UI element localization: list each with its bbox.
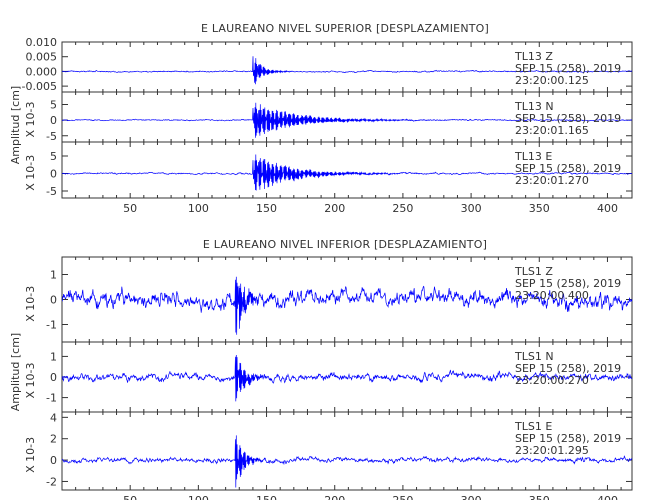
y-tick-label: -2: [46, 475, 57, 488]
y-tick-label: -1: [46, 319, 57, 332]
y-tick-label: -0.005: [22, 80, 57, 93]
station-component-label: TL13 E: [514, 150, 552, 163]
lower-chart: E LAUREANO NIVEL INFERIOR [DESPLAZAMIENT…: [9, 238, 633, 500]
station-component-label: TLS1 E: [514, 420, 552, 433]
chart-title: E LAUREANO NIVEL SUPERIOR [DESPLAZAMIENT…: [201, 22, 489, 35]
x-tick-label: 300: [461, 202, 482, 215]
record-date: SEP 15 (258), 2019: [515, 62, 621, 75]
x-tick-label: 400: [597, 494, 618, 500]
panel-frame: [61, 141, 633, 199]
y-scale-label: X 10-3: [24, 437, 37, 473]
record-date: SEP 15 (258), 2019: [515, 432, 621, 445]
record-date: SEP 15 (258), 2019: [515, 277, 621, 290]
x-tick-label: 250: [392, 202, 413, 215]
station-component-label: TL13 Z: [514, 50, 553, 63]
y-tick-label: 0.000: [26, 65, 58, 78]
y-tick-label: 5: [50, 99, 57, 112]
record-time: 23:20:00.270: [515, 374, 589, 387]
y-axis-label: Amplitud [cm]: [9, 333, 22, 411]
record-time: 23:20:01.270: [515, 174, 589, 187]
y-scale-label: X 10-3: [24, 363, 37, 399]
y-tick-label: -5: [46, 185, 57, 198]
upper-chart: E LAUREANO NIVEL SUPERIOR [DESPLAZAMIENT…: [9, 22, 633, 215]
x-tick-label: 50: [123, 202, 137, 215]
record-time: 23:20:01.295: [515, 444, 589, 457]
y-scale-label: X 10-3: [24, 155, 37, 191]
y-tick-label: 0: [50, 371, 57, 384]
record-date: SEP 15 (258), 2019: [515, 162, 621, 175]
y-tick-label: 1: [50, 350, 57, 363]
x-tick-label: 350: [529, 202, 550, 215]
x-tick-label: 50: [123, 494, 137, 500]
y-scale-label: X 10-3: [24, 102, 37, 138]
record-date: SEP 15 (258), 2019: [515, 112, 621, 125]
y-tick-label: 2: [50, 433, 57, 446]
x-tick-label: 100: [188, 494, 209, 500]
waveform-trace: [61, 154, 632, 191]
y-tick-label: 0: [50, 168, 57, 181]
x-tick-label: 100: [188, 202, 209, 215]
y-tick-label: -5: [46, 130, 57, 143]
waveform-trace: [62, 276, 633, 335]
y-tick-label: 5: [50, 150, 57, 163]
y-tick-label: 0: [50, 114, 57, 127]
x-tick-label: 150: [256, 202, 277, 215]
y-scale-label: X 10-3: [24, 286, 37, 322]
y-tick-label: 0: [50, 454, 57, 467]
y-tick-label: 1: [50, 269, 57, 282]
y-tick-label: 0.010: [26, 36, 58, 49]
x-tick-label: 250: [392, 494, 413, 500]
waveform-trace: [61, 102, 633, 138]
record-time: 23:20:00.125: [515, 74, 589, 87]
record-time: 23:20:00.400: [515, 289, 589, 302]
y-tick-label: 0.005: [26, 51, 58, 64]
waveform-trace: [61, 354, 633, 402]
x-tick-label: 350: [529, 494, 550, 500]
y-tick-label: 0: [50, 294, 57, 307]
chart-title: E LAUREANO NIVEL INFERIOR [DESPLAZAMIENT…: [203, 238, 487, 251]
x-tick-label: 150: [256, 494, 277, 500]
x-tick-label: 300: [461, 494, 482, 500]
panel-frame: [61, 411, 633, 491]
waveform-trace: [61, 56, 633, 85]
station-component-label: TL13 N: [514, 100, 554, 113]
x-tick-label: 400: [597, 202, 618, 215]
record-time: 23:20:01.165: [515, 124, 589, 137]
x-tick-label: 200: [324, 202, 345, 215]
y-tick-label: 4: [50, 411, 57, 424]
record-date: SEP 15 (258), 2019: [515, 362, 621, 375]
waveform-trace: [61, 435, 633, 488]
y-axis-label: Amplitud [cm]: [9, 86, 22, 164]
station-component-label: TLS1 N: [514, 350, 554, 363]
y-tick-label: -1: [46, 392, 57, 405]
x-tick-label: 200: [324, 494, 345, 500]
station-component-label: TLS1 Z: [514, 265, 553, 278]
